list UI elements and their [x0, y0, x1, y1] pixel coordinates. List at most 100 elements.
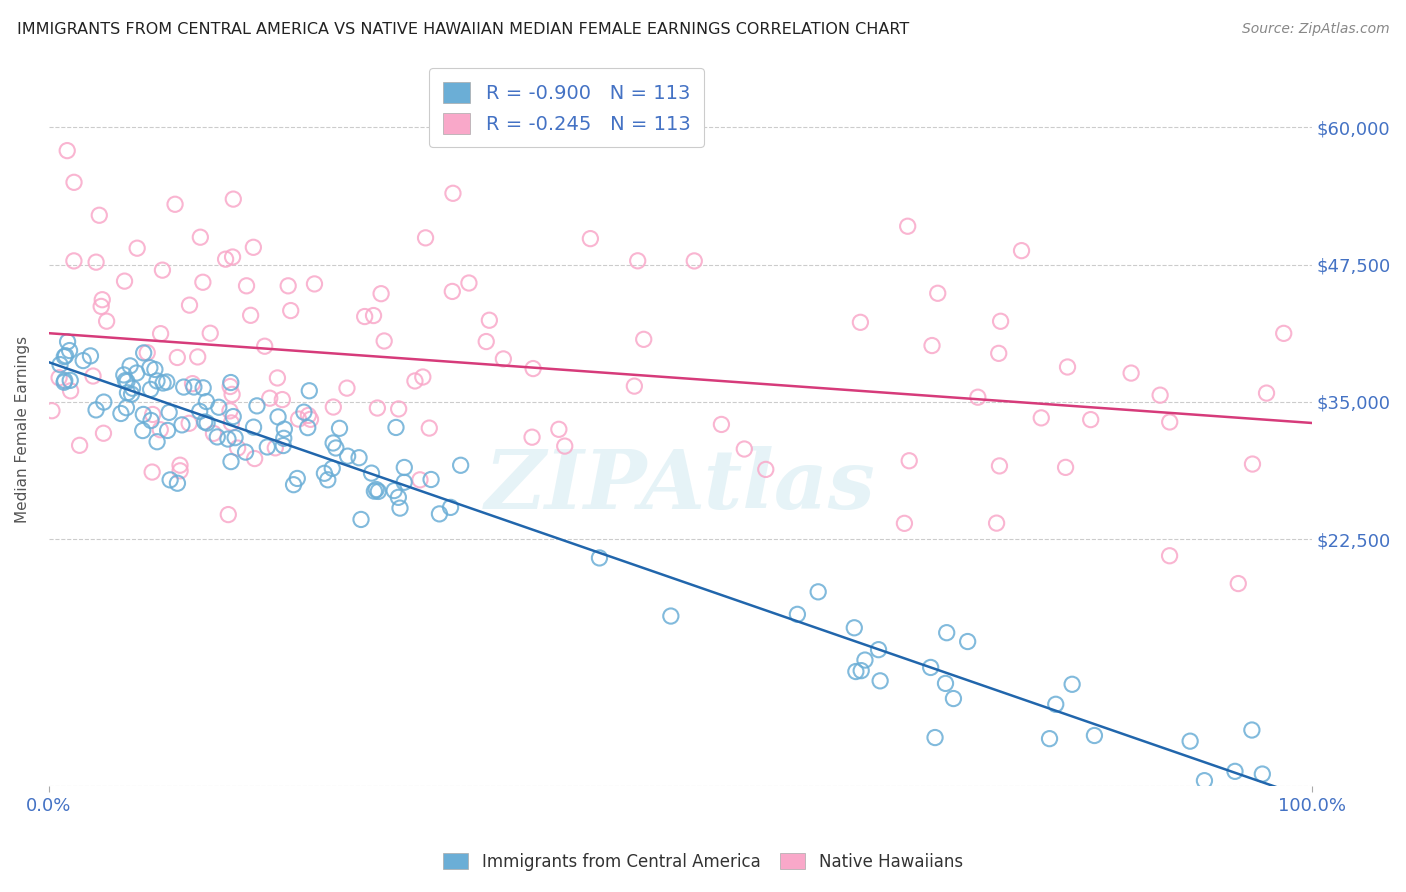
Text: ZIPAtlas: ZIPAtlas: [485, 446, 876, 526]
Point: [208, 401, 231, 415]
Point: [179, 298, 201, 312]
Point: [388, 501, 411, 516]
Point: [1038, 731, 1060, 746]
Point: [845, 665, 868, 679]
Point: [924, 731, 946, 745]
Point: [283, 477, 305, 491]
Point: [207, 430, 229, 444]
Point: [623, 379, 645, 393]
Point: [127, 241, 149, 255]
Point: [1227, 576, 1250, 591]
Point: [266, 371, 288, 385]
Point: [373, 334, 395, 348]
Point: [142, 408, 165, 422]
Point: [132, 346, 155, 360]
Point: [285, 471, 308, 485]
Point: [347, 450, 370, 465]
Point: [219, 379, 242, 393]
Point: [58, 343, 80, 358]
Point: [49, 358, 72, 372]
Point: [322, 436, 344, 450]
Point: [93, 395, 115, 409]
Point: [1178, 734, 1201, 748]
Point: [159, 473, 181, 487]
Point: [475, 334, 498, 349]
Text: Source: ZipAtlas.com: Source: ZipAtlas.com: [1241, 22, 1389, 37]
Point: [277, 278, 299, 293]
Point: [72, 353, 94, 368]
Point: [156, 375, 179, 389]
Point: [299, 412, 322, 426]
Point: [387, 491, 409, 505]
Point: [222, 409, 245, 424]
Point: [851, 664, 873, 678]
Point: [367, 484, 389, 499]
Point: [633, 332, 655, 346]
Point: [219, 376, 242, 390]
Point: [1045, 698, 1067, 712]
Point: [273, 422, 295, 436]
Point: [921, 338, 943, 352]
Point: [394, 460, 416, 475]
Point: [93, 426, 115, 441]
Point: [264, 441, 287, 455]
Point: [869, 673, 891, 688]
Point: [429, 507, 451, 521]
Point: [253, 339, 276, 353]
Point: [169, 464, 191, 478]
Point: [297, 409, 319, 423]
Point: [966, 390, 988, 404]
Point: [84, 403, 107, 417]
Point: [588, 550, 610, 565]
Point: [169, 458, 191, 473]
Point: [48, 371, 70, 385]
Point: [297, 420, 319, 434]
Point: [942, 691, 965, 706]
Point: [146, 434, 169, 449]
Point: [226, 441, 249, 455]
Point: [59, 384, 82, 398]
Point: [63, 253, 86, 268]
Point: [191, 275, 214, 289]
Point: [89, 208, 111, 222]
Point: [63, 175, 86, 189]
Point: [132, 408, 155, 422]
Point: [202, 426, 225, 441]
Point: [849, 315, 872, 329]
Point: [807, 584, 830, 599]
Point: [156, 424, 179, 438]
Point: [1194, 773, 1216, 788]
Point: [404, 374, 426, 388]
Point: [239, 308, 262, 322]
Point: [115, 375, 138, 389]
Point: [56, 334, 79, 349]
Point: [385, 420, 408, 434]
Point: [420, 473, 443, 487]
Point: [183, 380, 205, 394]
Point: [217, 432, 239, 446]
Point: [271, 392, 294, 407]
Point: [415, 231, 437, 245]
Y-axis label: Median Female Earnings: Median Female Earnings: [15, 335, 30, 523]
Point: [897, 219, 920, 234]
Point: [152, 263, 174, 277]
Point: [853, 653, 876, 667]
Point: [242, 420, 264, 434]
Point: [298, 384, 321, 398]
Point: [1083, 729, 1105, 743]
Point: [363, 484, 385, 499]
Point: [195, 394, 218, 409]
Point: [53, 374, 76, 388]
Point: [149, 326, 172, 341]
Point: [139, 360, 162, 375]
Point: [450, 458, 472, 473]
Point: [755, 462, 778, 476]
Point: [1056, 359, 1078, 374]
Point: [139, 383, 162, 397]
Point: [1031, 410, 1053, 425]
Point: [314, 467, 336, 481]
Point: [336, 449, 359, 463]
Point: [188, 404, 211, 418]
Point: [439, 500, 461, 515]
Point: [195, 416, 218, 430]
